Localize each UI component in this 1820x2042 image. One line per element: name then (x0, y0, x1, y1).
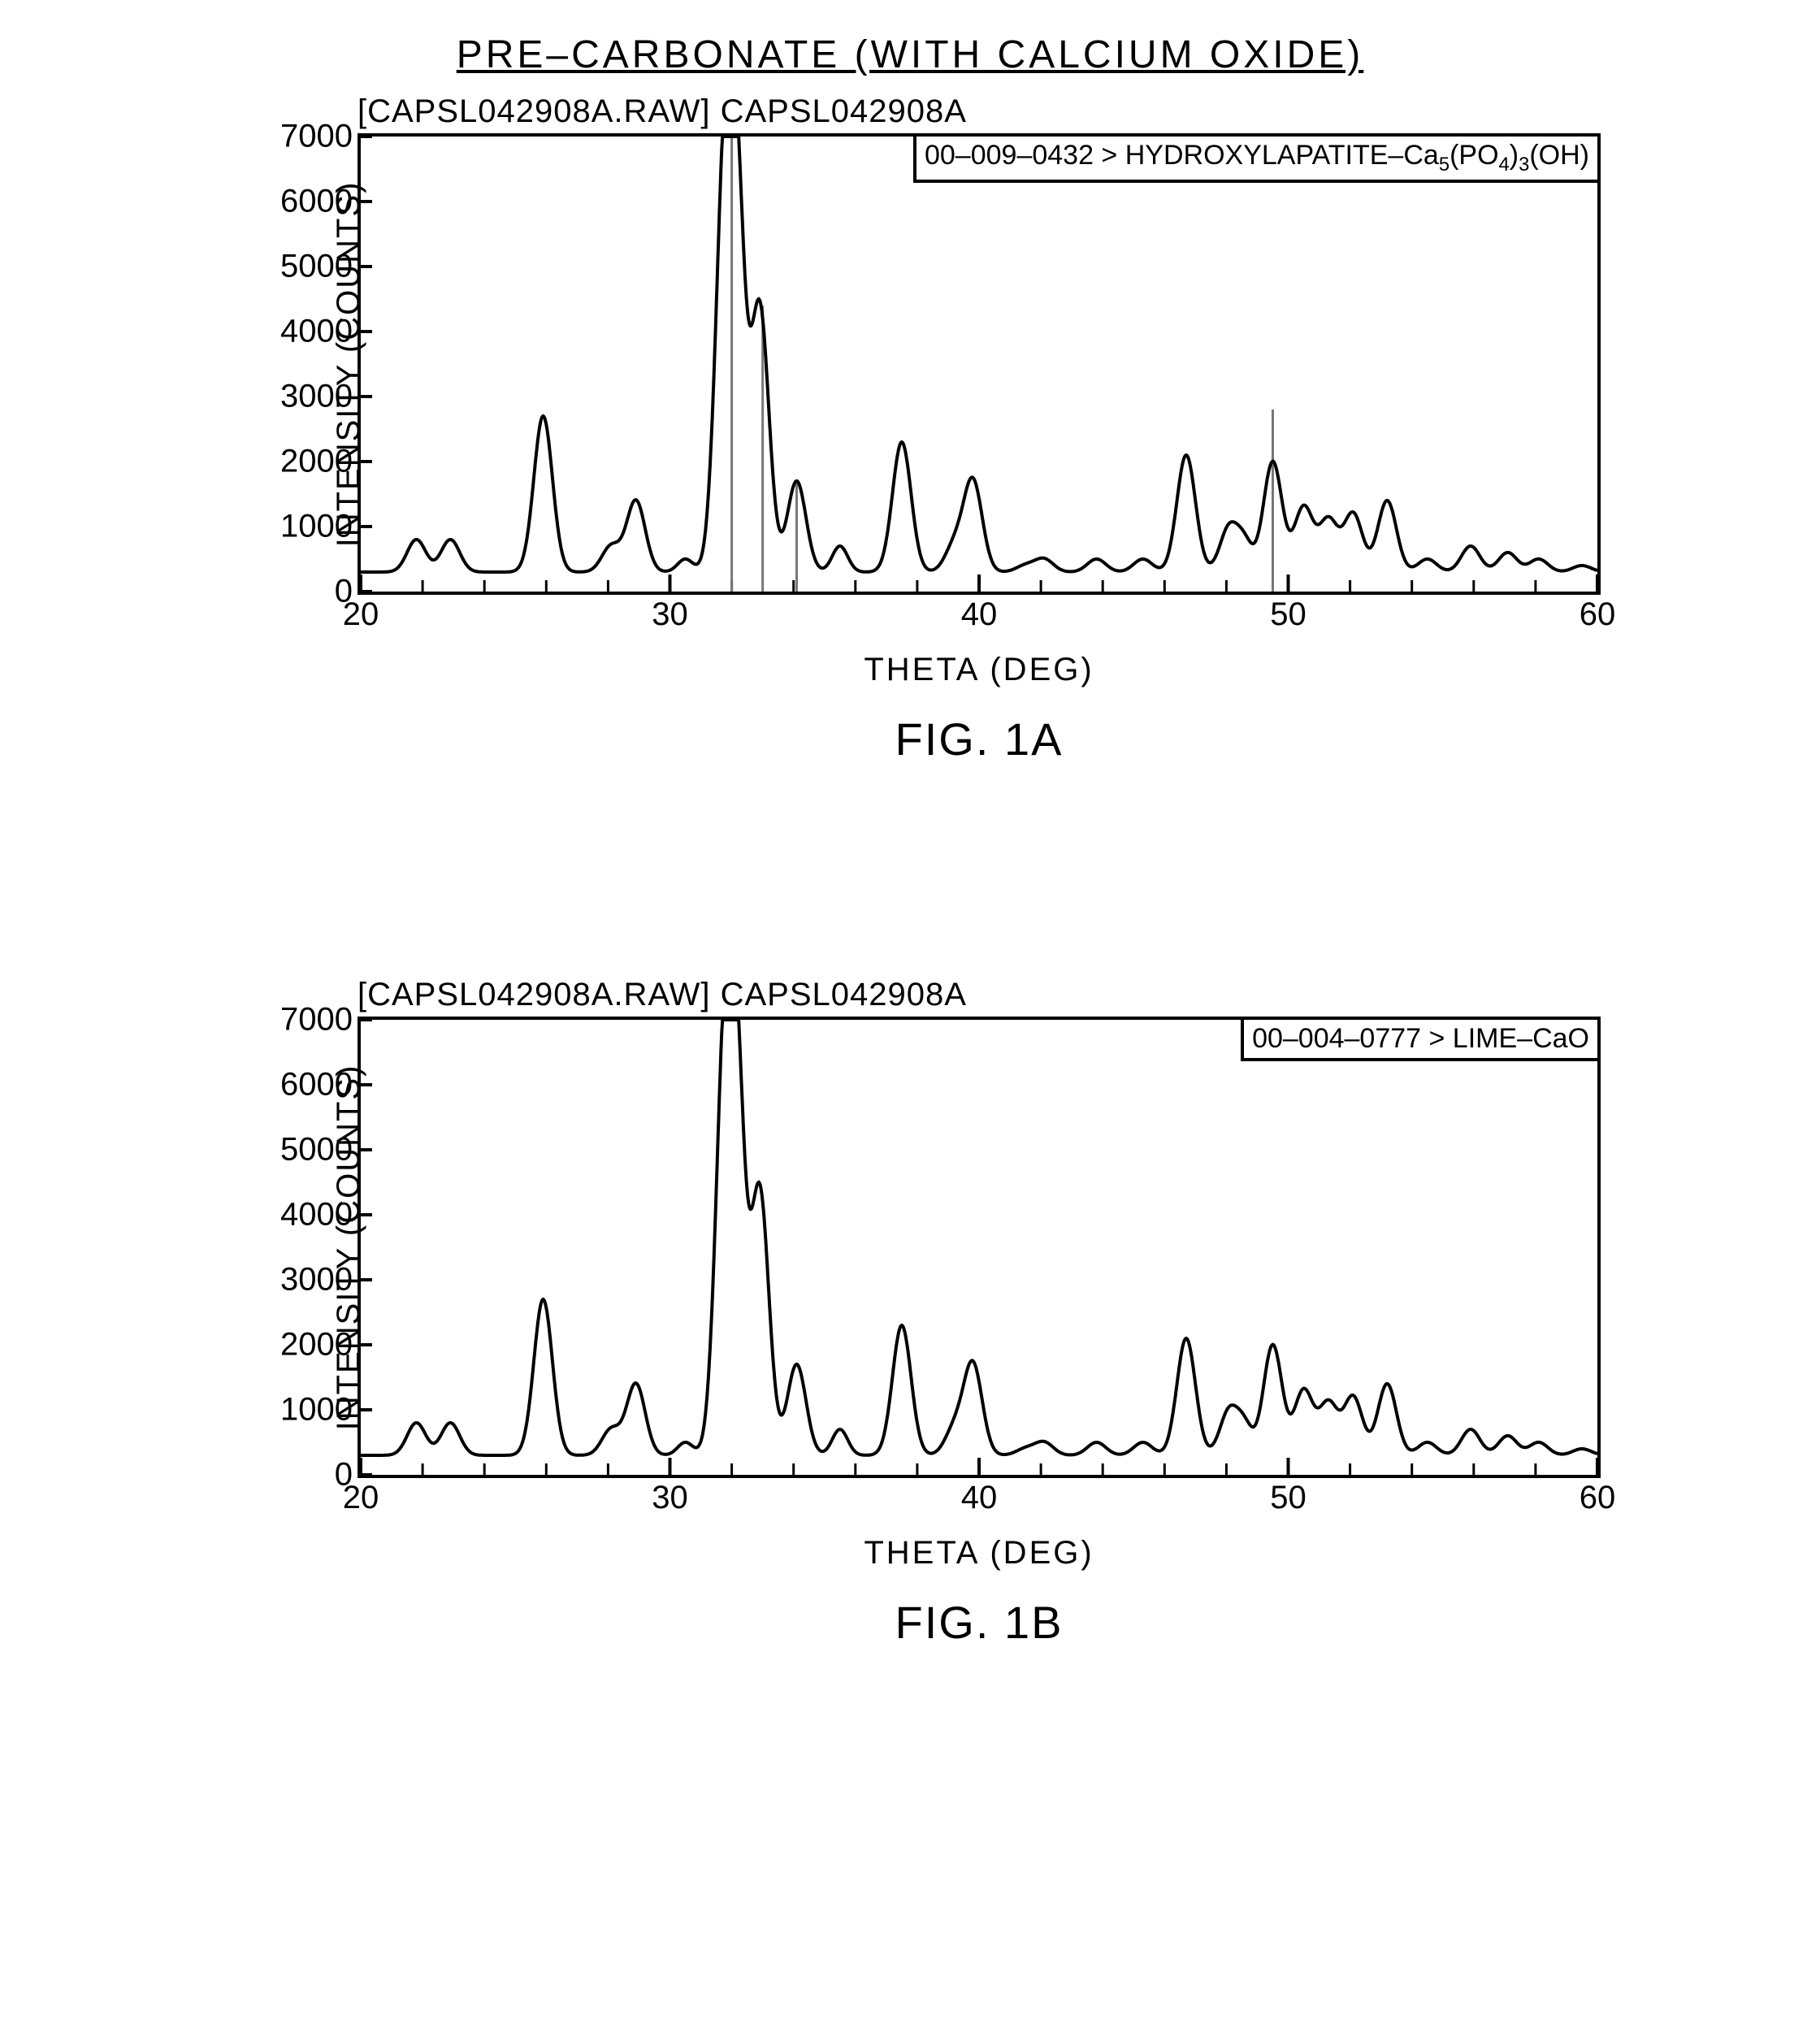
x-tick-label: 60 (1580, 596, 1616, 633)
x-axis-label: THETA (DEG) (358, 1535, 1601, 1572)
x-tick-label: 30 (652, 1480, 688, 1516)
y-tick-label: 0 (239, 574, 353, 610)
datafile-label: [CAPSL042908A.RAW] CAPSL042908A (358, 93, 1601, 130)
x-tick-label: 40 (961, 596, 998, 633)
plot-svg (361, 137, 1597, 592)
y-tick-label: 7000 (239, 119, 353, 155)
figure-caption: FIG. 1B (358, 1596, 1601, 1649)
page: PRE–CARBONATE (WITH CALCIUM OXIDE) [CAPS… (32, 33, 1788, 1649)
charts-container: [CAPSL042908A.RAW] CAPSL042908A00–009–04… (32, 93, 1788, 1649)
plot-svg (361, 1020, 1597, 1475)
chart-block: [CAPSL042908A.RAW] CAPSL042908A00–009–04… (219, 93, 1601, 765)
x-tick-label: 20 (343, 596, 379, 633)
x-tick-label: 50 (1270, 596, 1306, 633)
x-ticks: 2030405060 (361, 596, 1597, 637)
x-ticks: 2030405060 (361, 1480, 1597, 1520)
x-tick-label: 20 (343, 1480, 379, 1516)
spectrum-line (361, 1020, 1597, 1455)
y-tick-label: 7000 (239, 1002, 353, 1038)
page-title: PRE–CARBONATE (WITH CALCIUM OXIDE) (32, 33, 1788, 77)
spectrum-line (361, 137, 1597, 572)
x-tick-label: 40 (961, 1480, 998, 1516)
x-axis-label: THETA (DEG) (358, 652, 1601, 688)
figure-caption: FIG. 1A (358, 713, 1601, 765)
x-tick-label: 50 (1270, 1480, 1306, 1516)
chart-block: [CAPSL042908A.RAW] CAPSL042908A 00–004–07… (219, 977, 1601, 1649)
x-tick-label: 60 (1580, 1480, 1616, 1516)
x-tick-label: 30 (652, 596, 688, 633)
datafile-label: [CAPSL042908A.RAW] CAPSL042908A (358, 977, 1601, 1013)
y-tick-label: 0 (239, 1457, 353, 1494)
plot-frame: 00–004–0777 > LIME–CaO010002000300040005… (358, 1017, 1601, 1478)
plot-frame: 00–009–0432 > HYDROXYLAPATITE–Ca5(PO4)3(… (358, 133, 1601, 595)
